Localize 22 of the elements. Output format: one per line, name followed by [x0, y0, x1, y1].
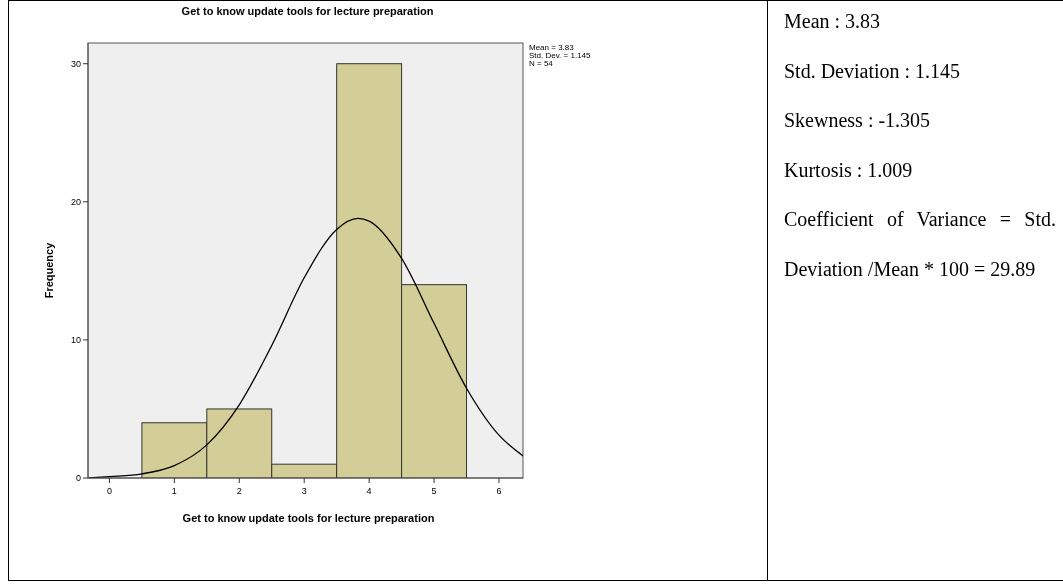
text: Std. Dev. = 1.145 [529, 51, 591, 60]
text: Kurtosis : 1.009 [784, 157, 914, 183]
text: Mean = 3.83 [529, 43, 575, 52]
y-tick-label: 0 [75, 473, 81, 484]
x-tick-label: 3 [301, 486, 307, 496]
y-tick-label: 30 [70, 58, 81, 69]
text: Std. Deviation : 1.145 [784, 58, 962, 84]
x-tick-label: 4 [366, 486, 372, 496]
y-tick-label: 10 [70, 335, 81, 346]
chart-title: Get to know update tools for lecture preparation [181, 5, 434, 17]
y-tick-label: 20 [70, 196, 81, 207]
x-tick-label: 5 [431, 486, 437, 496]
x-tick-label: 0 [106, 486, 112, 496]
x-axis-title: Get to know update tools for lecture preparation [182, 512, 435, 524]
text: Coefficient of Variance = Std. Deviation /Mean * 100 = 29.89 [784, 208, 1056, 280]
x-tick-label: 6 [496, 486, 502, 496]
y-axis-title: Frequency [43, 241, 55, 299]
x-tick-label: 2 [236, 486, 242, 496]
x-tick-label: 1 [171, 486, 177, 496]
text: N = 54 [529, 59, 554, 68]
text: Skewness : -1.305 [784, 108, 932, 133]
text: Mean : 3.83 [784, 9, 882, 34]
